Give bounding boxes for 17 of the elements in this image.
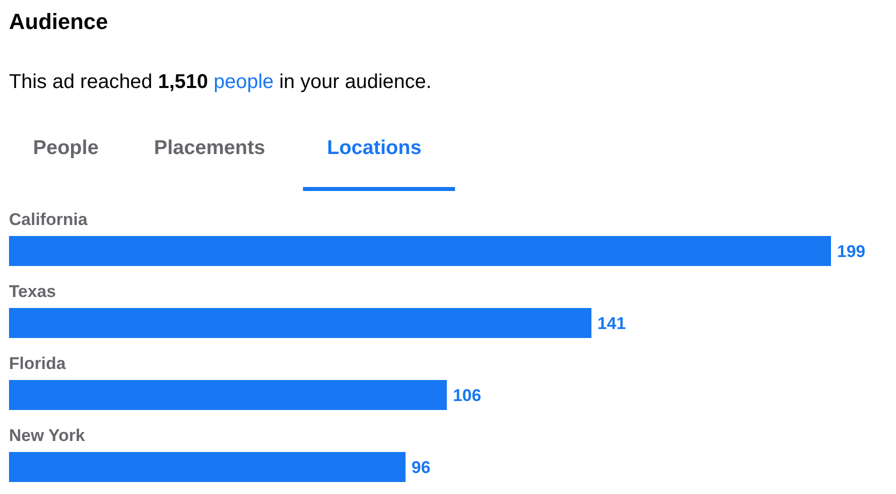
chart-title: Audience bbox=[9, 9, 108, 34]
bar bbox=[9, 308, 592, 338]
text: Locations bbox=[327, 137, 422, 159]
text: People bbox=[33, 137, 99, 159]
bar bbox=[9, 380, 447, 410]
bar bbox=[9, 452, 406, 482]
y-tick-label: New York bbox=[9, 426, 86, 445]
data-label: 96 bbox=[412, 458, 430, 477]
bar bbox=[9, 236, 831, 266]
data-label: 141 bbox=[597, 314, 626, 333]
text: Placements bbox=[154, 137, 266, 159]
data-label: 106 bbox=[452, 386, 482, 405]
y-tick-label: California bbox=[9, 210, 88, 229]
y-tick-label: Florida bbox=[9, 354, 66, 373]
chart-subtitle: This ad reached 1,510 people in your audience. bbox=[9, 71, 432, 93]
y-tick-label: Texas bbox=[9, 282, 56, 301]
data-label: 199 bbox=[837, 242, 866, 261]
